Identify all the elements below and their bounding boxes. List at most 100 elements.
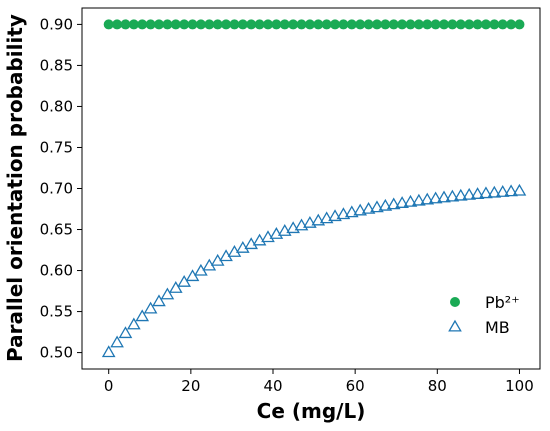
y-tick-label: 0.70: [40, 180, 73, 198]
mb-point: [101, 345, 116, 358]
pb-point: [472, 19, 483, 30]
pb-point: [187, 19, 198, 30]
mb-point: [512, 183, 527, 196]
legend-label-mb: MB: [485, 318, 510, 337]
pb-point: [330, 19, 341, 30]
pb-point: [455, 19, 466, 30]
mb-point: [428, 191, 443, 204]
mb-point: [160, 287, 175, 300]
pb-point: [153, 19, 164, 30]
mb-point: [495, 185, 510, 197]
mb-point: [110, 335, 124, 348]
mb-point: [420, 192, 435, 205]
y-tick-label: 0.90: [40, 15, 73, 33]
pb-point: [397, 19, 408, 30]
pb-point: [304, 19, 315, 30]
pb-point: [279, 19, 290, 30]
mb-point: [479, 186, 493, 199]
mb-point: [286, 221, 300, 234]
pb-point: [497, 19, 508, 30]
tick-group: 0 20 40 60 80 100 0.50 0.55 0.60 0.65 0.70 0.75 0.80…: [40, 15, 534, 395]
pb-point: [237, 19, 248, 30]
mb-point: [412, 193, 426, 206]
x-tick-label: 80: [428, 377, 447, 395]
mb-point: [470, 187, 485, 199]
mb-point: [118, 326, 133, 339]
pb-point: [170, 19, 181, 30]
mb-point: [504, 184, 518, 197]
mb-point: [403, 194, 418, 207]
pb-point: [162, 19, 173, 30]
y-tick-label: 0.50: [40, 344, 73, 362]
pb-point: [439, 19, 450, 30]
mb-point: [378, 198, 393, 211]
mb-point: [143, 301, 158, 314]
pb-point: [246, 19, 257, 30]
pb-point: [221, 19, 232, 30]
pb-point: [413, 19, 424, 30]
pb-point: [355, 19, 366, 30]
pb-point: [120, 19, 131, 30]
mb-point: [395, 196, 409, 208]
mb-point: [311, 213, 326, 226]
y-tick-label: 0.60: [40, 262, 73, 280]
pb-point: [363, 19, 374, 30]
mb-point: [294, 218, 309, 231]
mb-point: [328, 209, 342, 222]
pb-point: [338, 19, 349, 30]
pb-point: [506, 19, 517, 30]
pb-point: [447, 19, 458, 30]
pb-point: [430, 19, 441, 30]
mb-point: [168, 281, 183, 293]
pb-point: [371, 19, 382, 30]
mb-point: [344, 205, 359, 218]
pb-point: [296, 19, 307, 30]
pb-point: [480, 19, 491, 30]
x-tick-label: 20: [181, 377, 200, 395]
mb-point: [269, 227, 284, 239]
mb-point: [127, 317, 141, 330]
data-marks: [101, 19, 527, 358]
pb-point: [179, 19, 190, 30]
mb-point: [487, 185, 502, 198]
mb-point: [319, 211, 334, 224]
pb-point: [229, 19, 240, 30]
pb-point: [137, 19, 148, 30]
y-tick-label: 0.75: [40, 138, 73, 156]
pb-point: [422, 19, 433, 30]
legend-marker-mb: [448, 319, 462, 332]
plot-frame: [81, 7, 541, 370]
x-tick-label: 60: [346, 377, 365, 395]
mb-point: [437, 190, 451, 203]
mb-point: [462, 187, 477, 200]
mb-point: [336, 207, 351, 220]
pb-point: [254, 19, 265, 30]
pb-point: [464, 19, 475, 30]
pb-point: [321, 19, 332, 30]
series-pb: [103, 19, 525, 30]
legend-label-pb: Pb²⁺: [485, 293, 520, 312]
mb-point: [370, 200, 384, 213]
mb-point: [135, 309, 150, 322]
pb-point: [380, 19, 391, 30]
mb-point: [261, 230, 275, 243]
mb-point: [445, 189, 460, 202]
pb-point: [388, 19, 399, 30]
y-tick-label: 0.65: [40, 221, 73, 239]
pb-point: [271, 19, 282, 30]
legend-marker-pb: [450, 297, 460, 307]
mb-point: [252, 233, 267, 246]
y-tick-label: 0.55: [40, 303, 73, 321]
mb-point: [177, 274, 191, 287]
y-axis-title: Parallel orientation probability: [3, 14, 27, 362]
pb-point: [145, 19, 156, 30]
y-tick-label: 0.85: [40, 56, 73, 74]
series-mb: [101, 183, 527, 358]
pb-point: [313, 19, 324, 30]
x-tick-label: 0: [104, 377, 114, 395]
mb-point: [152, 294, 166, 307]
mb-point: [361, 201, 376, 214]
mb-point: [353, 203, 367, 216]
pb-point: [489, 19, 500, 30]
